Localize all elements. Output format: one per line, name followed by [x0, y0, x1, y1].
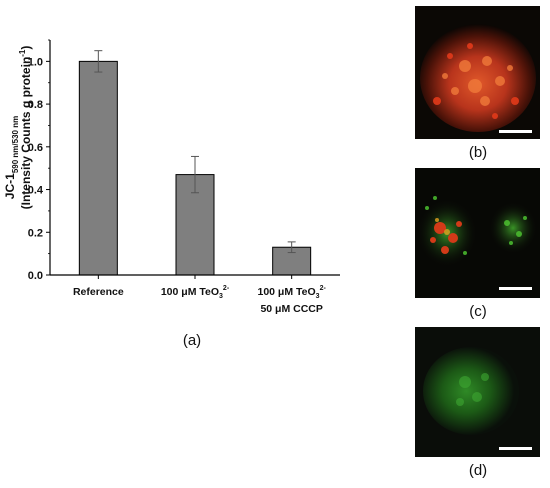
micrograph-b [415, 6, 540, 139]
error-bar-2 [287, 241, 296, 254]
bar-chart: 0.0 0.2 0.4 0.6 0.8 1.0 Reference 100 μM TeO32… [3, 39, 340, 315]
error-bar-0 [94, 50, 103, 73]
panel-label-c: (c) [469, 303, 487, 320]
scale-bar [499, 130, 532, 133]
y-tick-label-3: 0.6 [28, 142, 43, 154]
panel-label-b: (b) [468, 144, 488, 161]
y-tick-label-2: 0.4 [28, 185, 44, 197]
y-axis-label-line2: (Intensity Counts g protein-1) [18, 46, 33, 210]
x-tick-label-1: 100 μM TeO32- [161, 285, 230, 300]
micrograph-d [415, 327, 540, 457]
x-tick-label-line2-2: 50 μM CCCP [260, 303, 322, 315]
y-tick-label-5: 1.0 [28, 56, 43, 68]
y-tick-label-4: 0.8 [28, 99, 43, 111]
y-tick-label-0: 0.0 [28, 270, 43, 282]
panel-label-d: (d) [468, 462, 488, 479]
micrograph-c [415, 168, 540, 298]
x-tick-label-0: Reference [73, 286, 124, 298]
y-tick-label-1: 0.2 [28, 227, 43, 239]
bar-0 [78, 60, 118, 276]
error-bar-1 [191, 155, 199, 194]
scale-bar [499, 287, 532, 290]
panel-label-a: (a) [182, 332, 202, 349]
y-axis-label-line1: JC-1590 nm/530 nm [3, 116, 20, 199]
x-tick-label-2: 100 μM TeO32- [258, 285, 327, 300]
scale-bar [499, 447, 532, 450]
